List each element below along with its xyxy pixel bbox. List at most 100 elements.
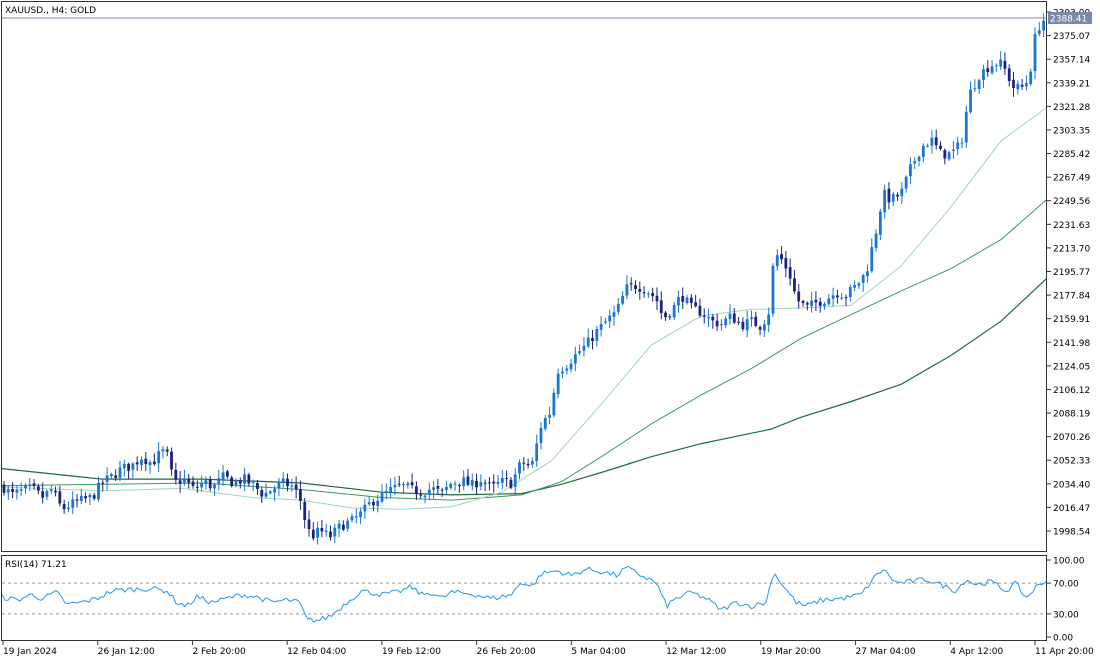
candle-body [1003, 60, 1007, 69]
candle-body [561, 371, 564, 374]
price-axis: 2393.002375.072357.142339.212321.282303.… [1047, 9, 1090, 538]
candle-body [135, 462, 139, 465]
candle-body [496, 482, 500, 485]
candle [303, 497, 307, 529]
candle-body [36, 486, 40, 491]
candle-body [543, 418, 547, 429]
price-tick-label: 2339.21 [1053, 79, 1090, 89]
candle-body [943, 150, 947, 159]
candle-body [92, 495, 96, 499]
candle-body [582, 345, 586, 351]
candle-body [217, 478, 221, 484]
candle-body [359, 511, 362, 518]
candle [793, 269, 796, 295]
candle-body [1020, 84, 1024, 87]
candle [376, 494, 380, 513]
candle [294, 476, 298, 499]
candle [234, 478, 238, 488]
candle [307, 510, 311, 537]
candle [144, 451, 148, 471]
candle-body [509, 479, 513, 488]
candle [982, 64, 985, 88]
candle-body [737, 321, 740, 323]
candle-body [341, 524, 345, 530]
candle-body [956, 142, 960, 150]
candle-body [286, 478, 289, 487]
candle [561, 367, 564, 379]
candle [1033, 27, 1037, 79]
candle [462, 470, 466, 490]
candle [677, 290, 680, 313]
time-tick-label: 19 Mar 20:00 [761, 647, 821, 657]
candle-body [45, 491, 49, 497]
time-tick-label: 19 Jan 2024 [3, 647, 57, 657]
candle-body [32, 483, 36, 486]
candle-body [994, 65, 998, 67]
candle [36, 483, 40, 495]
candle [247, 472, 251, 487]
candle [775, 249, 779, 271]
candle [260, 486, 264, 503]
candle-body [333, 527, 337, 537]
candle [191, 476, 195, 489]
candle [1007, 64, 1011, 87]
candle-body [741, 321, 745, 330]
candle [221, 465, 225, 486]
candlesticks [2, 13, 1046, 545]
candle-body [402, 484, 405, 486]
candle [535, 434, 539, 467]
rsi-line [2, 565, 1046, 623]
candle [728, 304, 732, 325]
candle-body [771, 265, 775, 314]
candle-body [986, 68, 990, 73]
candle-body [724, 318, 728, 326]
price-tick-label: 2375.07 [1053, 32, 1090, 42]
candle-body [685, 297, 689, 303]
candle [681, 287, 685, 310]
candle-body [311, 529, 315, 539]
candle [913, 157, 917, 170]
candle [131, 462, 135, 479]
candle [994, 63, 998, 72]
candle-body [569, 363, 573, 370]
candle-body [818, 301, 822, 306]
candle-body [195, 486, 199, 488]
candle-body [337, 523, 341, 529]
candle [969, 81, 972, 114]
candle-body [642, 292, 646, 294]
candle-body [415, 486, 418, 495]
candle [784, 250, 788, 278]
candle [423, 493, 427, 504]
rsi-series [2, 565, 1046, 623]
candle-body [131, 463, 135, 470]
candle [732, 308, 736, 325]
candle-body [208, 479, 212, 489]
candle [1025, 75, 1028, 91]
candle [827, 294, 831, 306]
candle [960, 137, 964, 149]
candle [122, 459, 126, 477]
candle [754, 311, 758, 328]
candle [878, 208, 882, 241]
candle-body [152, 461, 156, 465]
candle-body [393, 484, 397, 488]
candle [724, 315, 728, 328]
candle-body [573, 354, 577, 364]
candle-body [384, 491, 388, 493]
candle-body [492, 481, 496, 484]
candle-body [878, 211, 882, 235]
ma-slow-line [2, 278, 1046, 496]
candle-body [913, 161, 917, 164]
candle [380, 484, 384, 504]
candle [591, 330, 594, 350]
candle-body [423, 495, 427, 497]
candle [616, 298, 620, 315]
candle [599, 316, 603, 337]
candle [496, 475, 500, 488]
candle [208, 475, 212, 492]
candle [397, 475, 401, 488]
candle [19, 482, 23, 496]
candle-body [303, 501, 307, 521]
candle-body [479, 482, 483, 487]
